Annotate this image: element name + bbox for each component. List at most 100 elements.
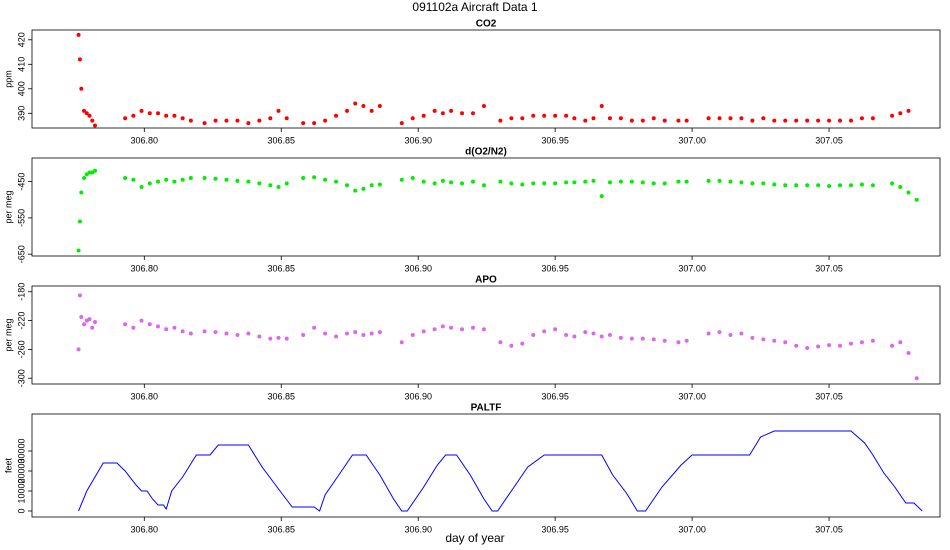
data-point bbox=[676, 118, 681, 123]
x-tick-label: 307.00 bbox=[678, 135, 706, 145]
data-point bbox=[542, 181, 547, 186]
data-point bbox=[848, 118, 853, 123]
data-point bbox=[607, 333, 612, 337]
data-point bbox=[509, 116, 514, 121]
data-point bbox=[353, 101, 358, 106]
data-point bbox=[599, 194, 604, 199]
data-point bbox=[838, 343, 843, 348]
data-point bbox=[257, 181, 262, 186]
data-point bbox=[421, 113, 426, 118]
data-point bbox=[92, 123, 97, 128]
data-point bbox=[906, 108, 911, 113]
data-point bbox=[542, 329, 547, 334]
data-point bbox=[449, 180, 454, 185]
data-point bbox=[553, 181, 558, 186]
data-point bbox=[202, 175, 207, 180]
data-point bbox=[90, 325, 95, 330]
data-point bbox=[246, 331, 251, 336]
data-point bbox=[139, 318, 144, 323]
data-point bbox=[531, 181, 536, 186]
data-point bbox=[77, 57, 82, 62]
data-point bbox=[481, 183, 486, 188]
data-point bbox=[805, 345, 810, 350]
x-axis-label: day of year bbox=[445, 531, 504, 545]
data-point bbox=[449, 325, 454, 330]
x-tick-label: 306.90 bbox=[404, 263, 432, 273]
data-point bbox=[717, 178, 722, 183]
data-point bbox=[750, 181, 755, 186]
data-point bbox=[520, 182, 525, 187]
data-point bbox=[82, 322, 87, 327]
data-point bbox=[312, 325, 317, 330]
data-point bbox=[76, 248, 81, 253]
data-point bbox=[783, 340, 788, 345]
data-point bbox=[410, 175, 415, 180]
y-tick-label: 20000 bbox=[16, 458, 26, 483]
y-tick-label: -220 bbox=[16, 312, 26, 330]
data-point bbox=[870, 183, 875, 188]
data-point bbox=[224, 118, 229, 123]
data-point bbox=[180, 329, 185, 334]
data-point bbox=[131, 177, 136, 182]
data-point bbox=[224, 331, 229, 336]
x-tick-label: 306.90 bbox=[404, 135, 432, 145]
data-point bbox=[399, 177, 404, 182]
data-point bbox=[706, 116, 711, 121]
data-point bbox=[706, 331, 711, 336]
data-point bbox=[323, 331, 328, 336]
data-point bbox=[257, 334, 262, 339]
data-point bbox=[432, 108, 437, 113]
y-tick-label: -260 bbox=[16, 340, 26, 358]
data-point bbox=[79, 190, 84, 195]
data-point bbox=[79, 86, 84, 91]
y-tick-label: 30000 bbox=[16, 438, 26, 463]
y-tick-label: 400 bbox=[16, 81, 26, 96]
data-point bbox=[164, 177, 169, 182]
data-point bbox=[377, 103, 382, 108]
data-point bbox=[470, 179, 475, 184]
x-tick-label: 306.85 bbox=[267, 263, 295, 273]
data-point bbox=[301, 121, 306, 126]
data-point bbox=[859, 116, 864, 121]
data-point bbox=[684, 338, 689, 343]
x-tick-label: 306.80 bbox=[131, 135, 159, 145]
data-point bbox=[717, 116, 722, 121]
data-point bbox=[440, 178, 445, 183]
data-point bbox=[591, 116, 596, 121]
data-point bbox=[629, 179, 634, 184]
data-point bbox=[301, 333, 306, 337]
data-point bbox=[772, 338, 777, 343]
data-point bbox=[172, 179, 177, 184]
x-tick-label: 307.05 bbox=[815, 135, 843, 145]
data-point bbox=[739, 180, 744, 185]
data-point bbox=[739, 331, 744, 336]
data-point bbox=[164, 113, 169, 118]
data-point bbox=[618, 116, 623, 121]
x-tick-label: 306.90 bbox=[404, 391, 432, 401]
data-point bbox=[794, 183, 799, 188]
data-point bbox=[268, 116, 273, 121]
data-point bbox=[531, 113, 536, 118]
data-point bbox=[235, 118, 240, 123]
data-point bbox=[859, 182, 864, 187]
data-point bbox=[377, 182, 382, 187]
data-point bbox=[460, 181, 465, 186]
data-point bbox=[460, 111, 465, 116]
data-point bbox=[607, 116, 612, 121]
data-point bbox=[706, 178, 711, 183]
data-point bbox=[276, 185, 281, 190]
data-point bbox=[155, 179, 160, 184]
data-point bbox=[794, 118, 799, 123]
data-point bbox=[246, 121, 251, 126]
data-point bbox=[739, 116, 744, 121]
data-point bbox=[750, 335, 755, 340]
data-point bbox=[432, 181, 437, 186]
data-point bbox=[361, 186, 366, 191]
x-tick-label: 307.05 bbox=[815, 263, 843, 273]
data-point bbox=[87, 317, 92, 322]
y-tick-label: -180 bbox=[16, 283, 26, 301]
data-point bbox=[344, 331, 349, 336]
data-point bbox=[410, 333, 415, 337]
y-tick-label: -300 bbox=[16, 369, 26, 387]
